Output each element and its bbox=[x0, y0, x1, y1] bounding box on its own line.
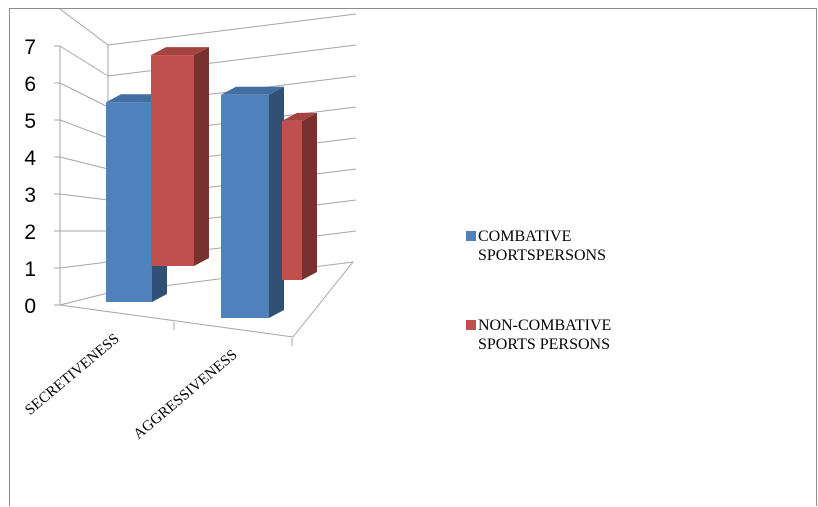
bar-side-face bbox=[302, 112, 317, 281]
bar-secretiveness-non-combative bbox=[151, 47, 209, 266]
side-gridline bbox=[59, 82, 109, 108]
side-gridline bbox=[59, 119, 109, 139]
bar-side-face bbox=[194, 47, 209, 266]
bar-aggressiveness-non-combative bbox=[282, 112, 317, 281]
y-tick-label: 3 bbox=[24, 184, 36, 207]
bar-top-face bbox=[282, 112, 317, 121]
side-gridline bbox=[59, 261, 109, 269]
side-gridline bbox=[59, 193, 109, 201]
bar-top-face bbox=[221, 86, 284, 95]
back-gridline bbox=[107, 44, 357, 77]
y-tick-label: 5 bbox=[24, 110, 36, 133]
y-tick-label: 4 bbox=[24, 147, 36, 170]
side-gridline bbox=[59, 156, 109, 170]
legend-label: NON-COMBATIVE bbox=[478, 317, 611, 334]
y-tick-label: 1 bbox=[24, 258, 36, 281]
bar-side-face bbox=[269, 86, 284, 318]
legend-swatch bbox=[466, 231, 476, 241]
bar-front-face bbox=[221, 94, 269, 318]
category-label: AGGRESSIVENESS bbox=[131, 347, 241, 443]
bar-aggressiveness-combative bbox=[221, 86, 284, 318]
side-gridline bbox=[59, 45, 109, 77]
y-tick-label: 2 bbox=[24, 221, 36, 244]
category-label: SECRETIVENESS bbox=[22, 331, 122, 419]
legend-label: SPORTS PERSONS bbox=[478, 336, 610, 353]
y-tick-label: 6 bbox=[24, 73, 36, 96]
side-gridline bbox=[59, 8, 109, 46]
floor bbox=[59, 261, 355, 338]
legend-label: SPORTSPERSONS bbox=[478, 247, 606, 264]
bar-front-face bbox=[282, 120, 302, 281]
chart-frame bbox=[9, 8, 817, 506]
back-gridline bbox=[107, 13, 357, 46]
legend-entry: NON-COMBATIVE SPORTS PERSONS bbox=[466, 317, 611, 353]
bar-top-face bbox=[151, 47, 209, 56]
legend-swatch bbox=[466, 320, 476, 330]
bar-front-face bbox=[106, 102, 152, 302]
legend-entry: COMBATIVE SPORTSPERSONS bbox=[466, 228, 606, 264]
y-tick-label: 7 bbox=[24, 36, 36, 59]
legend-label: COMBATIVE bbox=[478, 228, 571, 245]
bar-front-face bbox=[151, 55, 194, 266]
y-tick-label: 0 bbox=[24, 295, 36, 318]
